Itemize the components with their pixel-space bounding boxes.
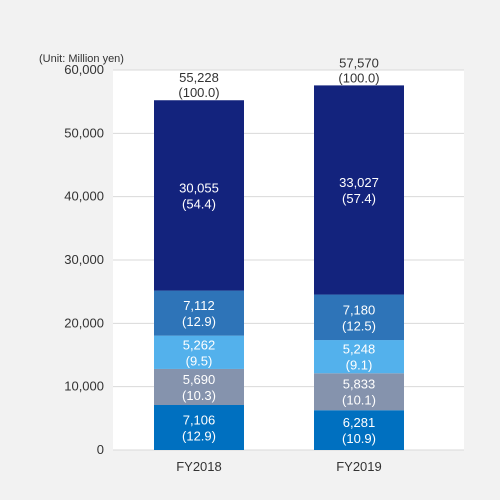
y-tick-label: 60,000 xyxy=(64,62,104,77)
segment-percent-label: (12.9) xyxy=(182,314,216,329)
bar-segment xyxy=(154,404,244,450)
bar-segment xyxy=(154,368,244,405)
labels: 0 10,000 20,000 30,000 40,000 50,000 60,000 7,1… xyxy=(64,55,382,474)
bars xyxy=(154,85,404,450)
y-tick-label: 10,000 xyxy=(64,379,104,394)
unit-label: (Unit: Million yen) xyxy=(39,53,124,65)
segment-value-label: 30,055 xyxy=(179,180,219,195)
y-tick-label: 40,000 xyxy=(64,189,104,204)
y-tick-label: 20,000 xyxy=(64,315,104,330)
total-percent-label: (100.0) xyxy=(178,85,219,100)
segment-value-label: 6,281 xyxy=(343,415,376,430)
x-category-label: FY2018 xyxy=(176,459,222,474)
bar-segment xyxy=(314,340,404,374)
bar-segment xyxy=(154,290,244,336)
segment-percent-label: (10.9) xyxy=(342,431,376,446)
x-category-label: FY2019 xyxy=(336,459,382,474)
total-value-label: 55,228 xyxy=(179,70,219,85)
y-tick-label: 30,000 xyxy=(64,252,104,267)
segment-value-label: 7,180 xyxy=(343,302,376,317)
segment-percent-label: (57.4) xyxy=(342,191,376,206)
segment-value-label: 33,027 xyxy=(339,175,379,190)
total-value-label: 57,570 xyxy=(339,55,379,70)
segment-percent-label: (12.5) xyxy=(342,318,376,333)
bar-segment xyxy=(314,85,404,295)
segment-percent-label: (10.1) xyxy=(342,393,376,408)
segment-value-label: 5,833 xyxy=(343,377,376,392)
bar-segment xyxy=(154,335,244,369)
bar-segment xyxy=(314,373,404,411)
bar-segment xyxy=(314,294,404,341)
segment-value-label: 5,690 xyxy=(183,372,216,387)
y-tick-label: 50,000 xyxy=(64,125,104,140)
segment-value-label: 7,106 xyxy=(183,412,216,427)
segment-value-label: 7,112 xyxy=(183,298,215,313)
segment-percent-label: (12.9) xyxy=(182,428,216,443)
segment-percent-label: (54.4) xyxy=(182,196,216,211)
bar-segment xyxy=(154,100,244,291)
segment-value-label: 5,262 xyxy=(183,337,216,352)
segment-percent-label: (10.3) xyxy=(182,388,216,403)
segment-value-label: 5,248 xyxy=(343,342,376,357)
segment-percent-label: (9.1) xyxy=(346,358,373,373)
total-percent-label: (100.0) xyxy=(338,70,379,85)
y-tick-label: 0 xyxy=(97,442,104,457)
segment-percent-label: (9.5) xyxy=(186,353,213,368)
bar-segment xyxy=(314,410,404,450)
